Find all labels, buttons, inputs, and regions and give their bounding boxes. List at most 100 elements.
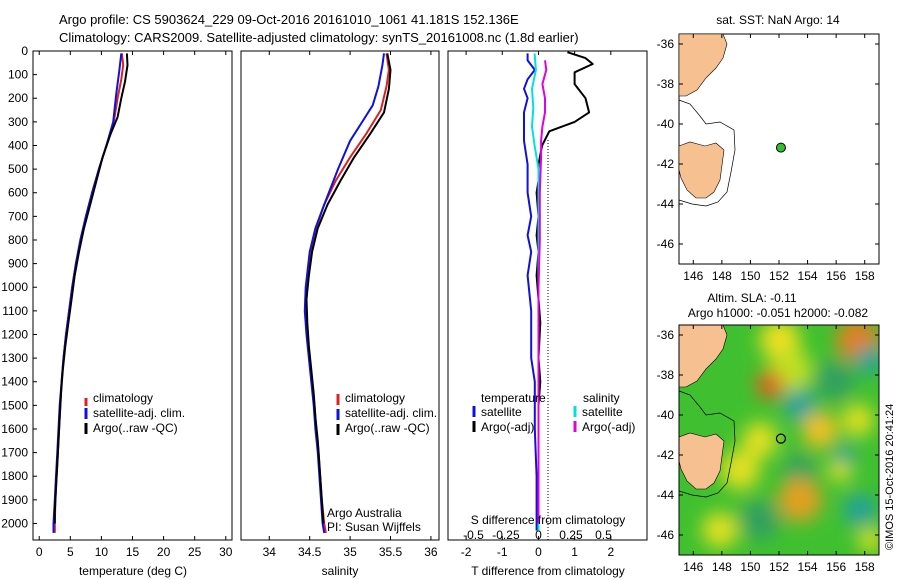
annotation-argo-australia: Argo Australia — [327, 506, 402, 520]
x-tick-label: 35 — [343, 545, 357, 559]
y-tick-label: 500 — [8, 162, 28, 176]
y-tick-label: 400 — [8, 138, 28, 152]
salinity-xlabel: salinity — [322, 564, 359, 578]
temperature-axes-box — [32, 50, 233, 541]
legend-climatology: climatology — [345, 391, 405, 405]
lat-tick-label: -42 — [657, 157, 675, 171]
lon-tick-label: 150 — [740, 269, 760, 283]
y-tick-label: 1900 — [1, 493, 28, 507]
legend-climatology: climatology — [93, 391, 153, 405]
lon-tick-label: 154 — [798, 560, 818, 574]
y-tick-label: 1800 — [1, 469, 28, 483]
lat-tick-label: -38 — [657, 77, 675, 91]
depth-axis: 0 100 200 300 400 500 600 700 800 900 1000 1100 1200… — [1, 44, 37, 530]
salinity-axes-box — [240, 50, 440, 541]
x-tick-label: 25 — [188, 545, 202, 559]
y-tick-label: 1700 — [1, 446, 28, 460]
x-tick-label: 36 — [424, 545, 438, 559]
lat-tick-label: -46 — [657, 237, 675, 251]
x-tick-label: 1 — [571, 545, 578, 559]
difference-legend: temperature salinity satellite Argo(-adj… — [472, 391, 635, 434]
mainland-shape — [678, 33, 728, 97]
legend-satellite: satellite-adj. clim. — [93, 406, 185, 420]
sst-map: sat. SST: NaN Argo: 14 146 148 150 152 154 15… — [657, 13, 880, 283]
y-tick-label: 1000 — [1, 280, 28, 294]
x-tick-label: 35.5 — [379, 545, 403, 559]
s-tick-label: 0.25 — [559, 528, 583, 542]
x-tick-label: -1 — [497, 545, 508, 559]
x-tick-label: 34 — [263, 545, 277, 559]
lon-tick-label: 148 — [712, 560, 732, 574]
x-tick-label: 0 — [36, 545, 43, 559]
s-tick-label: 0.5 — [595, 528, 612, 542]
lon-tick-label: 154 — [798, 269, 818, 283]
temperature-xlabel: temperature (deg C) — [79, 564, 187, 578]
y-tick-label: 300 — [8, 115, 28, 129]
x-tick-label: 10 — [95, 545, 109, 559]
y-tick-label: 200 — [8, 91, 28, 105]
legend-argo: Argo(..raw -QC) — [93, 421, 178, 435]
temperature-x-axis: 0 5 10 15 20 25 30 — [36, 51, 233, 559]
argo-float-marker — [775, 433, 787, 444]
lat-tick-label: -38 — [657, 368, 675, 382]
salinity-legend: climatology satellite-adj. clim. Argo(..… — [336, 391, 437, 435]
legend-salinity-header: salinity — [583, 391, 620, 405]
series-line — [523, 53, 538, 531]
difference-panel: -2 -1 0 1 2 -0.5 -0.25 0 0.25 0.5 temperature sa… — [447, 50, 648, 578]
lon-tick-label: 158 — [855, 269, 875, 283]
x-tick-label: 20 — [157, 545, 171, 559]
legend-sal-argo: Argo(-adj) — [582, 420, 635, 434]
salinity-diff-axis: -0.5 -0.25 0 0.25 0.5 — [463, 528, 612, 542]
header-line2: Climatology: CARS2009. Satellite-adjuste… — [59, 30, 579, 45]
annotation-pi: PI: Susan Wijffels — [327, 520, 421, 534]
difference-axes-box — [447, 50, 648, 541]
series-line — [535, 51, 594, 524]
salinity-panel: 34 34.5 35 35.5 36 climatology satellite-adj… — [240, 50, 440, 578]
salinity-x-axis: 34 34.5 35 35.5 36 — [263, 51, 438, 559]
y-tick-label: 100 — [8, 68, 28, 82]
difference-x-axis: -2 -1 0 1 2 — [461, 51, 614, 559]
lat-tick-label: -40 — [657, 408, 675, 422]
s-tick-label: -0.25 — [492, 528, 520, 542]
lon-tick-label: 158 — [855, 560, 875, 574]
lat-tick-label: -36 — [657, 37, 675, 51]
y-tick-label: 600 — [8, 186, 28, 200]
y-tick-label: 1400 — [1, 375, 28, 389]
y-tick-label: 800 — [8, 233, 28, 247]
side-stamp: ©IMOS 15-Oct-2016 20:41:24 — [884, 404, 896, 550]
lon-tick-label: 152 — [769, 269, 789, 283]
shelf-contour — [678, 99, 736, 207]
series-line — [537, 60, 548, 524]
legend-argo: Argo(..raw -QC) — [345, 421, 430, 435]
y-tick-label: 1600 — [1, 422, 28, 436]
y-tick-label: 1300 — [1, 351, 28, 365]
lat-tick-label: -44 — [657, 488, 675, 502]
y-tick-label: 0 — [21, 44, 28, 58]
lon-tick-label: 148 — [712, 269, 732, 283]
lat-tick-label: -42 — [657, 448, 675, 462]
legend-temp-satellite: satellite — [481, 405, 522, 419]
x-tick-label: -2 — [461, 545, 472, 559]
y-tick-label: 700 — [8, 209, 28, 223]
lon-tick-label: 156 — [826, 560, 846, 574]
x-tick-label: 15 — [126, 545, 140, 559]
legend-satellite: satellite-adj. clim. — [345, 406, 437, 420]
argo-float-marker — [775, 142, 786, 153]
sst-map-title: sat. SST: NaN Argo: 14 — [716, 13, 840, 27]
temperature-panel: 0100200300400500600700800900100011001200… — [1, 44, 232, 578]
lat-tick-label: -40 — [657, 117, 675, 131]
header-line1: Argo profile: CS 5903624_229 09-Oct-2016… — [59, 12, 519, 27]
lon-tick-label: 152 — [769, 560, 789, 574]
s-tick-label: -0.5 — [463, 528, 484, 542]
legend-temperature-header: temperature — [481, 391, 546, 405]
x-tick-label: 0 — [535, 545, 542, 559]
y-tick-label: 2000 — [1, 516, 28, 530]
sla-map-title2: Argo h1000: -0.051 h2000: -0.082 — [688, 306, 868, 320]
y-tick-label: 1500 — [1, 398, 28, 412]
sla-map-title1: Altim. SLA: -0.11 — [707, 291, 796, 305]
x-tick-label: 2 — [607, 545, 614, 559]
x-tick-label: 34.5 — [298, 545, 322, 559]
series-line — [305, 53, 392, 524]
series-line — [53, 53, 129, 524]
lat-tick-label: -36 — [657, 328, 675, 342]
